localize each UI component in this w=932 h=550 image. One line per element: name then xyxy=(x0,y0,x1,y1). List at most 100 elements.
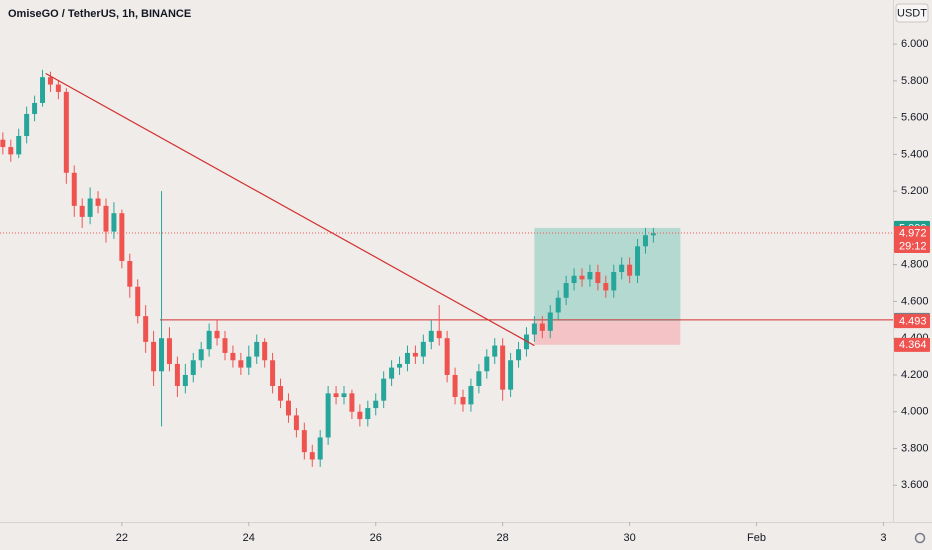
candle-body xyxy=(595,272,601,284)
candle-body xyxy=(531,323,537,335)
candle-body xyxy=(341,393,347,398)
candle-body xyxy=(166,338,172,364)
candle-body xyxy=(436,330,442,339)
y-tick-label: 4.600 xyxy=(901,295,929,307)
candle-body xyxy=(238,360,244,368)
candle-body xyxy=(111,213,117,232)
candle-body xyxy=(508,360,514,390)
candle-body xyxy=(40,77,46,103)
candle-body xyxy=(95,198,101,206)
candle-body xyxy=(516,349,522,361)
candle-body xyxy=(381,378,387,401)
candle-body xyxy=(587,272,593,280)
candle-body xyxy=(603,283,609,291)
candle-body xyxy=(325,393,331,438)
candle-body xyxy=(151,341,157,372)
candle-body xyxy=(47,77,53,85)
candle-body xyxy=(619,264,625,273)
y-tick-label: 6.000 xyxy=(901,38,929,50)
candle-body xyxy=(365,408,371,420)
x-tick-label: 24 xyxy=(243,532,255,544)
candle-body xyxy=(404,352,410,364)
x-tick-label: Feb xyxy=(747,532,766,544)
candle-body xyxy=(103,205,109,232)
x-tick-label: 3 xyxy=(880,532,886,544)
candle-body xyxy=(642,235,648,247)
price-label-box xyxy=(894,337,930,352)
candle-body xyxy=(611,272,617,291)
candle-body xyxy=(492,345,498,357)
candle-body xyxy=(198,349,204,361)
candle-body xyxy=(349,393,355,412)
candle-body xyxy=(119,213,125,261)
candle-body xyxy=(579,275,585,280)
candle-body xyxy=(389,367,395,379)
y-tick-label: 5.200 xyxy=(901,185,929,197)
y-tick-label: 5.600 xyxy=(901,112,929,124)
candle-body xyxy=(357,411,363,420)
candle-body xyxy=(484,356,490,372)
price-label-box xyxy=(894,314,930,329)
y-tick-label: 5.400 xyxy=(901,148,929,160)
candle-body xyxy=(0,139,6,148)
price-label: 4.972 xyxy=(899,227,927,239)
candle-body xyxy=(262,341,268,361)
candle-body xyxy=(627,264,633,276)
candle-body xyxy=(63,91,69,173)
candle-body xyxy=(214,330,220,339)
x-tick-label: 30 xyxy=(623,532,635,544)
candle-body xyxy=(135,286,141,317)
candle-body xyxy=(397,363,403,368)
candle-body xyxy=(143,316,149,342)
candle-body xyxy=(285,400,291,416)
candle-body xyxy=(87,198,93,217)
candle-body xyxy=(460,397,466,405)
candle-body xyxy=(222,338,228,353)
currency-box[interactable] xyxy=(895,3,929,23)
candle-body xyxy=(159,338,165,372)
candle-body xyxy=(79,205,85,217)
candle-body xyxy=(444,338,450,375)
candle-body xyxy=(309,452,315,460)
candle-body xyxy=(635,246,641,276)
candle-body xyxy=(333,393,339,398)
position-loss-zone xyxy=(534,321,681,345)
candle-body xyxy=(246,356,252,368)
y-tick-label: 5.800 xyxy=(901,75,929,87)
trend-line xyxy=(45,72,535,347)
currency-label: USDT xyxy=(897,7,927,19)
price-label: 4.493 xyxy=(899,316,927,328)
price-label-box xyxy=(894,226,930,254)
x-tick-label: 26 xyxy=(370,532,382,544)
candle-body xyxy=(127,261,133,287)
candle-body xyxy=(190,360,196,375)
candle-body xyxy=(24,113,30,137)
candle-body xyxy=(174,363,180,386)
plot xyxy=(0,69,893,467)
candle-body xyxy=(523,334,529,350)
y-tick-label: 4.800 xyxy=(901,259,929,271)
y-tick-label: 3.800 xyxy=(901,442,929,454)
y-tick-label: 4.200 xyxy=(901,369,929,381)
y-tick-label: 4.000 xyxy=(901,406,929,418)
candle-body xyxy=(500,345,506,390)
candle-body xyxy=(16,136,22,155)
candle-body xyxy=(8,147,14,155)
candle-body xyxy=(476,371,482,386)
candle-body xyxy=(293,415,299,431)
candle-body xyxy=(468,385,474,405)
candle-body xyxy=(278,385,284,401)
candle-body xyxy=(420,341,426,357)
candle-body xyxy=(452,374,458,398)
countdown: 29:12 xyxy=(899,240,927,252)
candle-body xyxy=(182,374,188,386)
settings-icon[interactable] xyxy=(914,532,926,544)
candle-body xyxy=(428,330,434,342)
candle-body xyxy=(71,172,77,206)
price-label: 4.364 xyxy=(899,339,927,351)
candle-body xyxy=(55,84,61,92)
chart-title: OmiseGO / TetherUS, 1h, BINANCE xyxy=(8,8,191,20)
